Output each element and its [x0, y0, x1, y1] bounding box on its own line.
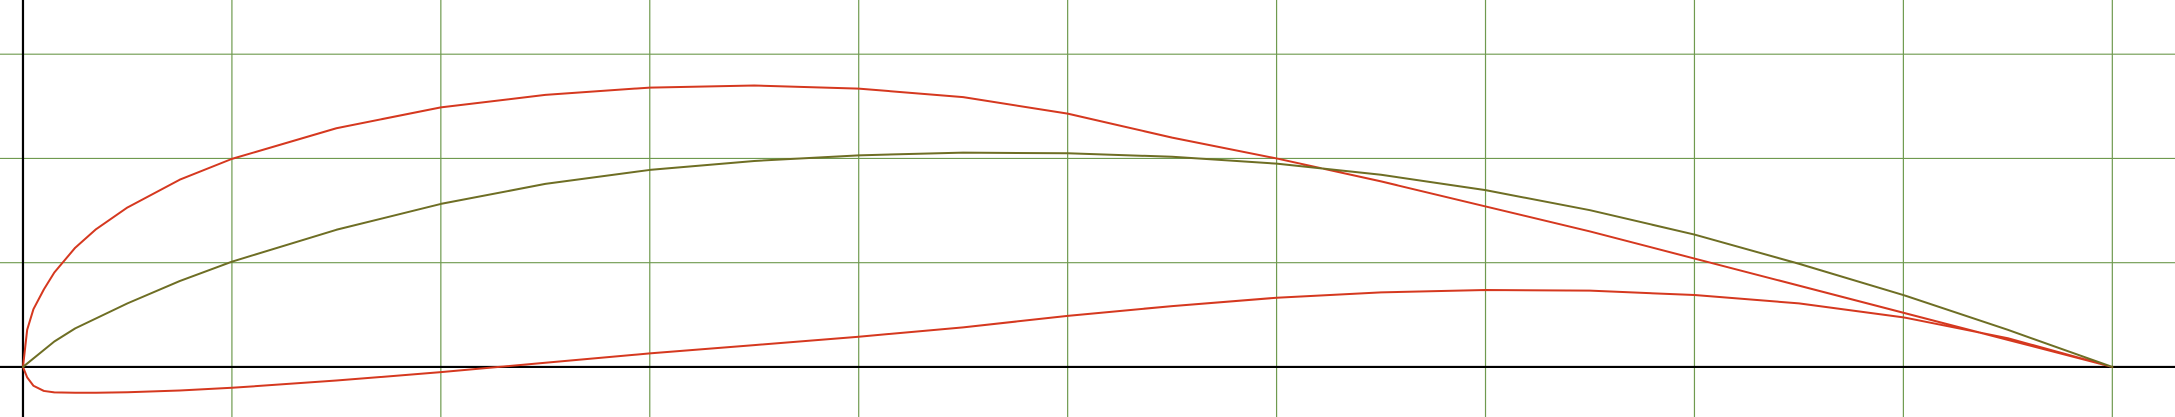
- series-group: [21, 84, 2114, 394]
- series-line-lower-surface: [21, 289, 2114, 394]
- series-line-camber: [21, 151, 2114, 368]
- series-line-upper-surface: [21, 84, 2114, 368]
